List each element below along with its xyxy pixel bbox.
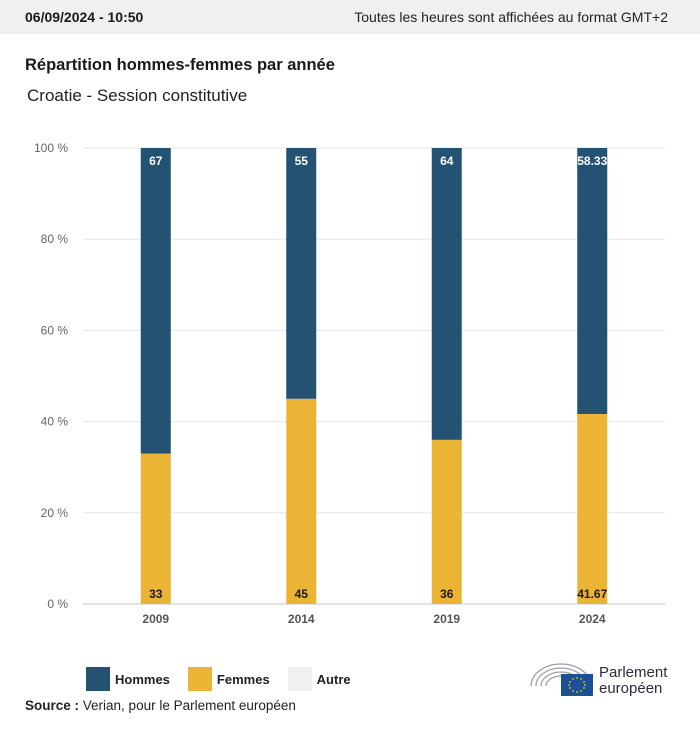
bar-hommes	[577, 148, 608, 414]
y-tick-label: 40 %	[41, 415, 69, 429]
data-label-femmes: 33	[149, 587, 163, 601]
x-tick-label: 2024	[579, 612, 606, 626]
data-label-hommes: 64	[440, 154, 454, 168]
y-tick-label: 0 %	[47, 597, 68, 611]
bar-femmes	[286, 398, 317, 604]
data-label-hommes: 67	[149, 154, 163, 168]
legend-swatch-femmes	[187, 667, 212, 691]
legend-label-autre: Autre	[316, 671, 351, 687]
stacked-bar-chart: 0 % 20 % 40 % 60 % 80 % 100 % 67 33 2009 55 45 2014…	[34, 141, 665, 626]
source-note: Source : Verian, pour le Parlement europ…	[25, 698, 296, 713]
chart-title: Répartition hommes-femmes par année	[25, 56, 335, 74]
legend: Hommes Femmes Autre	[86, 666, 369, 692]
y-tick-label: 100 %	[34, 141, 68, 155]
bar-hommes	[140, 148, 171, 454]
legend-item-hommes[interactable]: Hommes	[86, 667, 170, 691]
source-text: Verian, pour le Parlement européen	[82, 698, 296, 713]
data-label-femmes: 45	[295, 587, 309, 601]
x-tick-label: 2014	[288, 612, 315, 626]
bar-femmes	[140, 453, 171, 604]
y-tick-label: 20 %	[41, 506, 69, 520]
bar-femmes	[431, 439, 462, 604]
bar-hommes	[286, 148, 317, 399]
y-tick-label: 60 %	[41, 323, 69, 337]
logo-text: Parlement européen	[599, 665, 667, 697]
bar-femmes	[577, 413, 608, 604]
logo-line-2: européen	[599, 680, 663, 697]
legend-label-femmes: Femmes	[216, 671, 270, 687]
y-tick-label: 80 %	[41, 232, 69, 246]
legend-swatch-autre	[287, 667, 312, 691]
legend-label-hommes: Hommes	[115, 671, 170, 687]
bar-hommes	[431, 148, 462, 440]
x-tick-label: 2009	[142, 612, 169, 626]
data-label-hommes: 55	[295, 154, 309, 168]
hemicycle-icon	[530, 663, 593, 696]
x-tick-label: 2019	[433, 612, 460, 626]
legend-item-femmes[interactable]: Femmes	[187, 667, 270, 691]
chart-subtitle: Croatie - Session constitutive	[27, 86, 248, 105]
timestamp: 06/09/2024 - 10:50	[25, 9, 144, 25]
top-bar: 06/09/2024 - 10:50 Toutes les heures son…	[0, 0, 700, 34]
data-label-femmes: 41.67	[577, 587, 607, 601]
source-label: Source :	[25, 698, 80, 713]
timezone-note: Toutes les heures sont affichées au form…	[354, 9, 668, 25]
european-parliament-logo: Parlement européen	[527, 656, 687, 702]
data-label-femmes: 36	[440, 587, 454, 601]
legend-swatch-hommes	[86, 667, 110, 691]
logo-line-1: Parlement	[599, 664, 668, 681]
data-label-hommes: 58.33	[577, 154, 607, 168]
legend-item-autre[interactable]: Autre	[287, 667, 351, 691]
